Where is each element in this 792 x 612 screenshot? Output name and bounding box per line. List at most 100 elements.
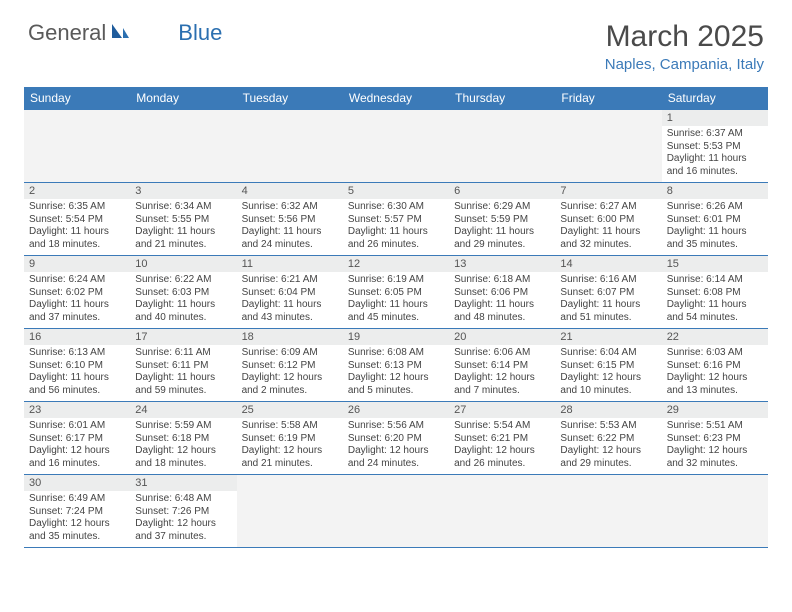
- day-body: Sunrise: 6:24 AMSunset: 6:02 PMDaylight:…: [24, 272, 130, 328]
- day-line: and 35 minutes.: [667, 239, 763, 252]
- day-line: Daylight: 12 hours: [454, 445, 550, 458]
- day-number: 20: [449, 329, 555, 345]
- day-body: Sunrise: 5:56 AMSunset: 6:20 PMDaylight:…: [343, 418, 449, 474]
- month-title: March 2025: [605, 20, 764, 54]
- week-row: 23 Sunrise: 6:01 AMSunset: 6:17 PM Dayligh…: [24, 402, 768, 475]
- sail-icon: [110, 20, 130, 46]
- day-body: Sunrise: 6:09 AMSunset: 6:12 PMDaylight:…: [237, 345, 343, 401]
- day-cell: 16Sunrise: 6:13 AMSunset: 6:10 PMDayligh…: [24, 329, 130, 402]
- day-body: Sunrise: 6:32 AMSunset: 5:56 PMDaylight:…: [237, 199, 343, 255]
- day-line: and 29 minutes.: [560, 458, 656, 471]
- dow-row: SundayMondayTuesdayWednesdayThursdayFrid…: [24, 87, 768, 110]
- day-line: Sunrise: 6:01 AM: [29, 420, 125, 433]
- day-line: Daylight: 12 hours: [242, 445, 338, 458]
- day-line: Sunset: 6:14 PM: [454, 360, 550, 373]
- day-line: Sunset: 6:02 PM: [29, 287, 125, 300]
- day-line: Sunset: 6:23 PM: [667, 433, 763, 446]
- day-cell: 30Sunrise: 6:49 AMSunset: 7:24 PMDayligh…: [24, 475, 130, 548]
- day-cell: 31Sunrise: 6:48 AMSunset: 7:26 PMDayligh…: [130, 475, 236, 548]
- empty-cell: [130, 110, 236, 183]
- day-line: Daylight: 12 hours: [560, 445, 656, 458]
- day-line: Sunset: 6:11 PM: [135, 360, 231, 373]
- day-line: Sunset: 6:07 PM: [560, 287, 656, 300]
- day-line: Sunset: 6:16 PM: [667, 360, 763, 373]
- day-body: Sunrise: 6:49 AMSunset: 7:24 PMDaylight:…: [24, 491, 130, 547]
- day-body: Sunrise: 5:54 AMSunset: 6:21 PMDaylight:…: [449, 418, 555, 474]
- day-line: and 43 minutes.: [242, 312, 338, 325]
- day-line: Sunrise: 6:08 AM: [348, 347, 444, 360]
- day-body: Sunrise: 6:48 AMSunset: 7:26 PMDaylight:…: [130, 491, 236, 547]
- day-line: and 32 minutes.: [667, 458, 763, 471]
- day-line: and 7 minutes.: [454, 385, 550, 398]
- day-number: 29: [662, 402, 768, 418]
- week-row: 2Sunrise: 6:35 AMSunset: 5:54 PMDaylight…: [24, 183, 768, 256]
- dow-cell: Monday: [130, 87, 236, 110]
- day-line: Sunrise: 6:14 AM: [667, 274, 763, 287]
- day-number: 16: [24, 329, 130, 345]
- day-line: Sunset: 5:57 PM: [348, 214, 444, 227]
- day-line: Sunrise: 5:56 AM: [348, 420, 444, 433]
- day-line: Sunrise: 6:11 AM: [135, 347, 231, 360]
- day-line: Sunrise: 6:27 AM: [560, 201, 656, 214]
- day-line: and 32 minutes.: [560, 239, 656, 252]
- day-body: Sunrise: 6:13 AMSunset: 6:10 PMDaylight:…: [24, 345, 130, 401]
- day-line: Sunset: 6:04 PM: [242, 287, 338, 300]
- day-line: and 40 minutes.: [135, 312, 231, 325]
- day-line: Sunrise: 6:35 AM: [29, 201, 125, 214]
- day-body: Sunrise: 6:22 AMSunset: 6:03 PMDaylight:…: [130, 272, 236, 328]
- day-body: Sunrise: 6:14 AMSunset: 6:08 PMDaylight:…: [662, 272, 768, 328]
- day-line: Sunrise: 6:19 AM: [348, 274, 444, 287]
- day-number: 23: [24, 402, 130, 418]
- day-number: 5: [343, 183, 449, 199]
- day-line: Sunset: 6:21 PM: [454, 433, 550, 446]
- day-cell: 11Sunrise: 6:21 AMSunset: 6:04 PMDayligh…: [237, 256, 343, 329]
- header: General Blue March 2025 Naples, Campania…: [0, 0, 792, 81]
- day-cell: 25Sunrise: 5:58 AMSunset: 6:19 PMDayligh…: [237, 402, 343, 475]
- day-cell: 27Sunrise: 5:54 AMSunset: 6:21 PMDayligh…: [449, 402, 555, 475]
- day-body: Sunrise: 5:58 AMSunset: 6:19 PMDaylight:…: [237, 418, 343, 474]
- day-number: 25: [237, 402, 343, 418]
- day-body: Sunrise: 6:08 AMSunset: 6:13 PMDaylight:…: [343, 345, 449, 401]
- day-line: Daylight: 11 hours: [348, 226, 444, 239]
- day-line: and 13 minutes.: [667, 385, 763, 398]
- day-line: and 18 minutes.: [29, 239, 125, 252]
- day-line: Daylight: 11 hours: [135, 372, 231, 385]
- day-body: Sunrise: 6:16 AMSunset: 6:07 PMDaylight:…: [555, 272, 661, 328]
- day-line: Daylight: 12 hours: [560, 372, 656, 385]
- day-cell: 17 Sunrise: 6:11 AMSunset: 6:11 PMDayligh…: [130, 329, 236, 402]
- day-line: Daylight: 11 hours: [560, 299, 656, 312]
- day-number: 10: [130, 256, 236, 272]
- day-line: Daylight: 11 hours: [135, 226, 231, 239]
- day-line: Daylight: 12 hours: [29, 518, 125, 531]
- day-line: and 37 minutes.: [135, 531, 231, 544]
- day-body: Sunrise: 6:06 AMSunset: 6:14 PMDaylight:…: [449, 345, 555, 401]
- calendar-table: SundayMondayTuesdayWednesdayThursdayFrid…: [24, 87, 768, 548]
- day-line: Daylight: 12 hours: [667, 445, 763, 458]
- day-line: Sunset: 6:20 PM: [348, 433, 444, 446]
- day-number: 8: [662, 183, 768, 199]
- day-line: Sunrise: 6:06 AM: [454, 347, 550, 360]
- day-line: Sunrise: 6:49 AM: [29, 493, 125, 506]
- day-line: and 54 minutes.: [667, 312, 763, 325]
- day-line: Sunrise: 6:48 AM: [135, 493, 231, 506]
- day-line: Sunset: 6:06 PM: [454, 287, 550, 300]
- day-body: Sunrise: 6:37 AMSunset: 5:53 PMDaylight:…: [662, 126, 768, 182]
- day-body: Sunrise: 6:19 AMSunset: 6:05 PMDaylight:…: [343, 272, 449, 328]
- day-line: and 56 minutes.: [29, 385, 125, 398]
- day-line: and 2 minutes.: [242, 385, 338, 398]
- day-line: Daylight: 12 hours: [454, 372, 550, 385]
- day-line: Sunrise: 5:51 AM: [667, 420, 763, 433]
- logo: General Blue: [28, 20, 222, 46]
- day-body: Sunrise: 6:27 AMSunset: 6:00 PMDaylight:…: [555, 199, 661, 255]
- day-number: 9: [24, 256, 130, 272]
- day-body: Sunrise: 5:53 AMSunset: 6:22 PMDaylight:…: [555, 418, 661, 474]
- day-line: and 37 minutes.: [29, 312, 125, 325]
- day-number: 17: [130, 329, 236, 345]
- day-line: Sunset: 6:17 PM: [29, 433, 125, 446]
- day-number: 19: [343, 329, 449, 345]
- day-line: Sunset: 6:22 PM: [560, 433, 656, 446]
- day-cell: 15Sunrise: 6:14 AMSunset: 6:08 PMDayligh…: [662, 256, 768, 329]
- day-cell: 5Sunrise: 6:30 AMSunset: 5:57 PMDaylight…: [343, 183, 449, 256]
- empty-cell: [237, 475, 343, 548]
- day-number: 28: [555, 402, 661, 418]
